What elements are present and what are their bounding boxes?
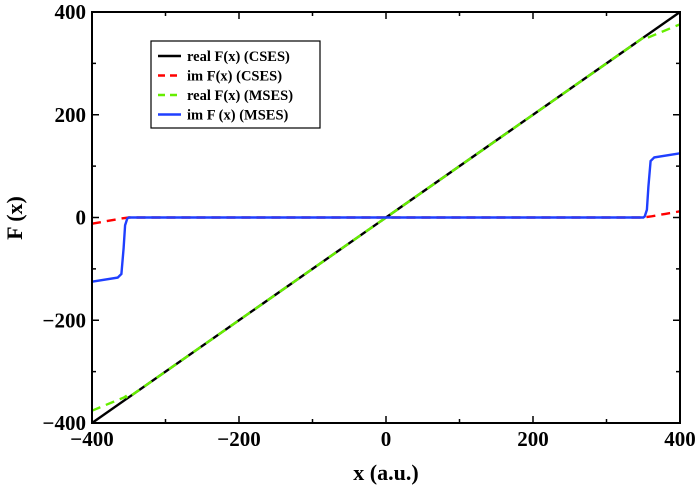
x-tick-label: 400 xyxy=(664,427,696,451)
series-layer xyxy=(91,11,681,424)
x-tick-label: 0 xyxy=(381,427,392,451)
legend-label: real F(x) (CSES) xyxy=(187,49,290,65)
legend-label: im F(x) (CSES) xyxy=(187,69,282,85)
x-tick-label: −400 xyxy=(70,427,113,451)
series-line-3 xyxy=(91,152,681,283)
y-tick-label: 400 xyxy=(55,0,87,24)
ticks-layer: −400 −200 0 200 400 −400 −200 0 200 400 xyxy=(43,0,696,451)
y-tick-label: −200 xyxy=(43,308,86,332)
y-axis-label: F (x) xyxy=(2,196,27,240)
legend-label: real F(x) (MSES) xyxy=(187,88,293,104)
y-tick-label: 200 xyxy=(55,103,87,127)
x-tick-label: 200 xyxy=(517,427,549,451)
y-tick-label: 0 xyxy=(76,206,87,230)
legend-label: im F (x) (MSES) xyxy=(187,108,289,124)
x-tick-label: −200 xyxy=(217,427,260,451)
series-line-2 xyxy=(91,23,681,412)
x-axis-label: x (a.u.) xyxy=(353,460,418,485)
series-line-1 xyxy=(91,210,681,225)
y-tick-label: −400 xyxy=(43,411,86,435)
legend: real F(x) (CSES) im F(x) (CSES) real F(x) … xyxy=(150,40,321,129)
